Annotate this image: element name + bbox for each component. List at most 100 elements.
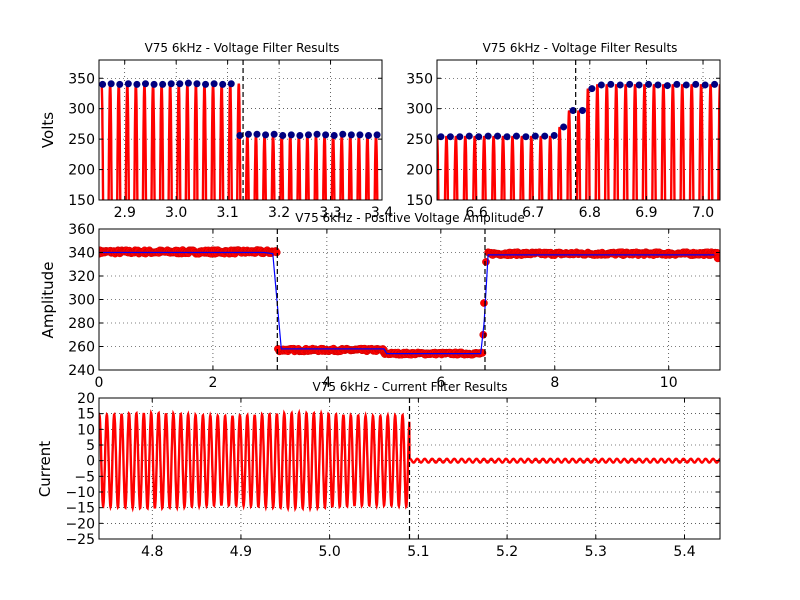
y-tick-label: 350 [406,71,433,87]
y-tick-label: 200 [68,163,95,179]
fit-line [99,251,715,355]
peak-marker [465,132,473,140]
y-tick-label: 300 [406,102,433,118]
x-tick-label: 5.2 [496,544,518,560]
x-tick-label: 2.9 [114,205,136,221]
peak-marker [236,131,244,139]
y-tick-label: −25 [65,532,95,548]
peak-marker [673,80,681,88]
peak-marker [356,131,364,139]
x-tick-label: 4.9 [230,544,252,560]
amplitude-point [713,254,720,263]
y-tick-label: 5 [86,438,95,454]
axes-frame [98,397,721,540]
y-tick-label: 260 [68,340,95,356]
panel-title: V75 6kHz - Voltage Filter Results [145,41,340,55]
x-tick-label: 6.6 [465,205,487,221]
axes-frame [436,59,721,201]
peak-marker [159,80,167,88]
peak-marker [270,130,278,138]
panel-amplitude: Amplitude 0 2 4 6 8 10 240 260 280 300 320 340 360 V7… [39,211,721,391]
peak-marker [296,131,304,139]
y-tick-label: 10 [77,422,95,438]
amplitude-point [480,299,488,307]
y-tick-label: 150 [406,193,433,209]
y-tick-label: 340 [68,246,95,262]
peak-marker [262,131,270,139]
x-tick-label: 3.0 [165,205,187,221]
peak-marker [494,132,502,140]
x-tick-label: 5.1 [407,544,429,560]
x-tick-label: 6.9 [635,205,657,221]
y-axis-label: Volts [39,112,57,148]
peak-marker [219,80,227,88]
amplitude-point [482,258,490,266]
y-axis-label: Amplitude [39,262,57,339]
y-tick-label: 0 [86,454,95,470]
peak-marker [373,131,381,139]
panel-title: V75 6kHz - Positive Voltage Amplitude [295,211,525,225]
peak-marker [313,130,321,138]
peak-marker [365,131,373,139]
peak-marker [578,107,586,115]
x-tick-label: 5.3 [585,544,607,560]
x-tick-label: 7.0 [692,205,714,221]
y-tick-label: −15 [65,501,95,517]
y-tick-label: 300 [68,102,95,118]
peak-marker [541,132,549,140]
peak-marker [701,81,709,89]
y-tick-label: 350 [68,71,95,87]
peak-marker [597,81,605,89]
peak-marker [330,131,338,139]
plot-area [437,80,720,200]
peak-marker [446,133,454,141]
panel-title: V75 6kHz - Voltage Filter Results [483,41,678,55]
x-tick-label: 3.3 [319,205,341,221]
y-tick-label: −5 [74,469,95,485]
peak-marker [654,81,662,89]
y-tick-label: −20 [65,516,95,532]
x-tick-label: 6 [436,375,445,391]
peak-marker [484,132,492,140]
axes-frame [98,59,383,201]
y-tick-label: 200 [406,163,433,179]
raw-voltage-line [437,84,720,200]
peak-marker [244,130,252,138]
x-tick-label: 10 [660,375,678,391]
peak-marker [607,80,615,88]
y-tick-label: 300 [68,293,95,309]
x-tick-label: 2 [208,375,217,391]
peak-marker [116,80,124,88]
peak-marker [635,81,643,89]
x-tick-label: 5.0 [319,544,341,560]
peak-marker [133,80,141,88]
x-tick-label: 3.1 [217,205,239,221]
x-tick-label: 6.7 [522,205,544,221]
peak-marker [210,80,218,88]
plot-area [99,246,720,359]
peak-marker [107,80,115,88]
peak-marker [227,80,235,88]
peak-marker [150,80,158,88]
peak-marker [711,80,719,88]
peak-marker [531,132,539,140]
y-tick-label: 360 [68,222,95,238]
peak-marker [279,131,287,139]
y-tick-label: −10 [65,485,95,501]
peak-marker [167,80,175,88]
peak-marker [193,80,201,88]
peak-marker [124,80,132,88]
x-tick-label: 8 [550,375,559,391]
y-axis-label: Current [36,441,54,497]
y-tick-label: 280 [68,316,95,332]
peak-marker [475,133,483,141]
x-tick-label: 3.2 [268,205,290,221]
peak-marker [184,79,192,87]
y-tick-label: 15 [77,407,95,423]
x-tick-label: 4 [322,375,331,391]
peak-marker [202,80,210,88]
peak-marker [141,80,149,88]
x-tick-label: 0 [95,375,104,391]
peak-marker [522,133,530,141]
